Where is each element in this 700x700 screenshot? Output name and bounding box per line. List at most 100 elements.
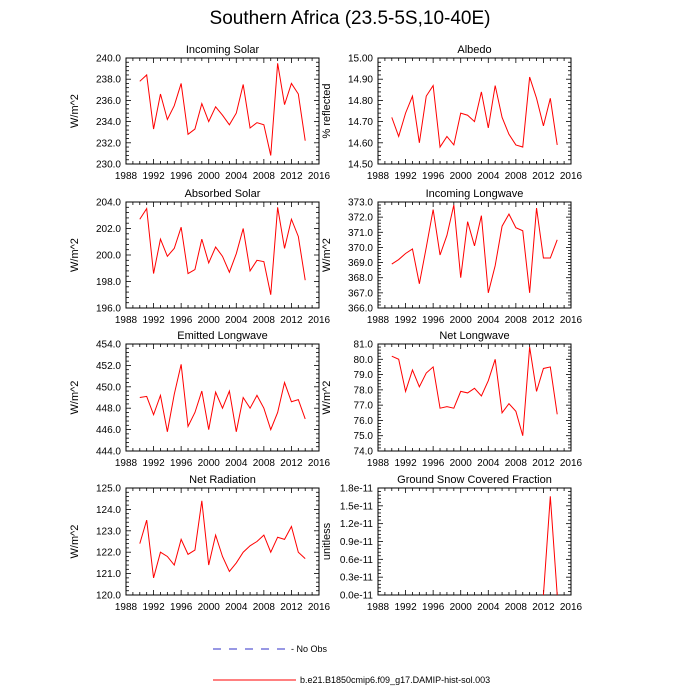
y-tick-label: 230.0 (96, 160, 121, 171)
x-tick-label: 2016 (560, 315, 583, 326)
legend-obs-label: - No Obs (291, 644, 328, 654)
y-tick-label: 124.0 (96, 505, 121, 516)
x-tick-label: 2008 (253, 458, 276, 469)
x-tick-label: 2016 (560, 602, 583, 613)
x-tick-label: 1996 (422, 315, 445, 326)
y-axis-label: W/m^2 (321, 381, 333, 415)
x-tick-label: 2004 (477, 315, 500, 326)
x-tick-label: 2016 (308, 458, 331, 469)
y-tick-label: 0.3e-11 (340, 573, 374, 584)
plot-frame (125, 487, 320, 596)
x-tick-label: 2008 (505, 171, 528, 182)
y-tick-label: 14.90 (348, 75, 373, 86)
y-axis-label: W/m^2 (69, 238, 81, 272)
series-line (391, 346, 558, 436)
y-tick-label: 454.0 (96, 340, 121, 351)
x-tick-label: 2016 (560, 458, 583, 469)
x-tick-label: 1992 (394, 315, 417, 326)
x-tick-label: 1988 (367, 171, 390, 182)
chart-panel: Ground Snow Covered Fraction unitless 1988… (321, 474, 583, 613)
plot-frame (377, 201, 572, 309)
chart-panel: Albedo % reflected 1988 1992 1996 2000 2004 200… (321, 44, 583, 182)
panel-title: Net Longwave (439, 330, 509, 342)
x-tick-label: 2004 (477, 171, 500, 182)
x-tick-label: 1988 (367, 458, 390, 469)
x-tick-label: 2008 (505, 315, 528, 326)
y-tick-label: 80.0 (354, 355, 374, 366)
y-tick-label: 81.0 (354, 340, 374, 351)
y-tick-label: 78.0 (354, 385, 374, 396)
x-tick-label: 1988 (367, 602, 390, 613)
x-tick-label: 2012 (280, 602, 303, 613)
figure-title: Southern Africa (23.5-5S,10-40E) (209, 8, 491, 29)
y-tick-label: 198.0 (96, 277, 121, 288)
y-tick-label: 369.0 (348, 258, 373, 269)
y-tick-label: 14.70 (348, 117, 373, 128)
x-tick-label: 1996 (422, 171, 445, 182)
y-tick-label: 77.0 (354, 401, 374, 412)
y-axis-label: W/m^2 (69, 525, 81, 559)
y-tick-label: 121.0 (96, 569, 121, 580)
y-tick-label: 373.0 (348, 198, 373, 209)
x-tick-label: 2000 (198, 602, 221, 613)
x-tick-label: 1992 (142, 458, 165, 469)
legend: - No Obs b.e21.B1850cmip6.f09_g17.DAMIP-h… (213, 644, 490, 685)
x-tick-label: 2000 (198, 315, 221, 326)
y-axis-label: % reflected (321, 83, 333, 138)
y-tick-label: 14.50 (348, 160, 373, 171)
x-tick-label: 2004 (225, 458, 248, 469)
chart-panel: Incoming Solar W/m^2 1988 1992 1996 2000 2004 2… (69, 44, 331, 182)
chart-panel: Net Radiation W/m^2 1988 1992 1996 2000 2004 20… (69, 474, 331, 613)
series-line (139, 364, 306, 432)
y-axis-label: unitless (321, 522, 333, 560)
y-tick-label: 200.0 (96, 251, 121, 262)
x-tick-label: 1992 (142, 602, 165, 613)
y-tick-label: 444.0 (96, 447, 121, 458)
panel-title: Emitted Longwave (177, 330, 268, 342)
x-tick-label: 2000 (198, 458, 221, 469)
chart-panel: Net Longwave W/m^2 1988 1992 1996 2000 2004 200… (321, 330, 583, 469)
y-tick-label: 236.0 (96, 96, 121, 107)
plot-frame (377, 487, 572, 596)
y-tick-label: 120.0 (96, 591, 121, 602)
y-tick-label: 1.8e-11 (340, 484, 374, 495)
y-tick-label: 234.0 (96, 117, 121, 128)
panel-title: Incoming Solar (186, 44, 260, 56)
plot-frame (377, 343, 572, 452)
y-tick-label: 368.0 (348, 273, 373, 284)
series-line (139, 500, 306, 579)
x-tick-label: 1992 (394, 458, 417, 469)
y-tick-label: 1.2e-11 (340, 519, 374, 530)
y-tick-label: 1.5e-11 (340, 501, 374, 512)
y-tick-label: 0.0e-11 (340, 591, 374, 602)
x-tick-label: 2000 (450, 171, 473, 182)
plot-frame (125, 201, 320, 309)
x-tick-label: 1988 (115, 458, 138, 469)
series-line (139, 207, 306, 295)
y-tick-label: 450.0 (96, 382, 121, 393)
x-tick-label: 2000 (450, 458, 473, 469)
y-tick-label: 14.80 (348, 96, 373, 107)
y-axis-label: W/m^2 (69, 94, 81, 128)
x-tick-label: 2012 (280, 171, 303, 182)
y-tick-label: 125.0 (96, 484, 121, 495)
x-tick-label: 1996 (170, 315, 193, 326)
y-tick-label: 367.0 (348, 288, 373, 299)
y-tick-label: 202.0 (96, 224, 121, 235)
chart-panel: Absorbed Solar W/m^2 1988 1992 1996 2000 2004 2… (69, 188, 331, 326)
x-tick-label: 2004 (225, 602, 248, 613)
x-tick-label: 2000 (450, 602, 473, 613)
y-tick-label: 371.0 (348, 228, 373, 239)
series-line (391, 76, 558, 149)
y-tick-label: 196.0 (96, 304, 121, 315)
y-tick-label: 446.0 (96, 425, 121, 436)
x-tick-label: 1996 (422, 458, 445, 469)
x-tick-label: 2004 (477, 458, 500, 469)
y-tick-label: 370.0 (348, 243, 373, 254)
chart-panel: Incoming Longwave W/m^2 1988 1992 1996 2000 20… (321, 188, 583, 326)
y-tick-label: 366.0 (348, 304, 373, 315)
x-tick-label: 2008 (505, 458, 528, 469)
panel-title: Absorbed Solar (185, 188, 261, 200)
x-tick-label: 1988 (367, 315, 390, 326)
x-tick-label: 1992 (142, 315, 165, 326)
